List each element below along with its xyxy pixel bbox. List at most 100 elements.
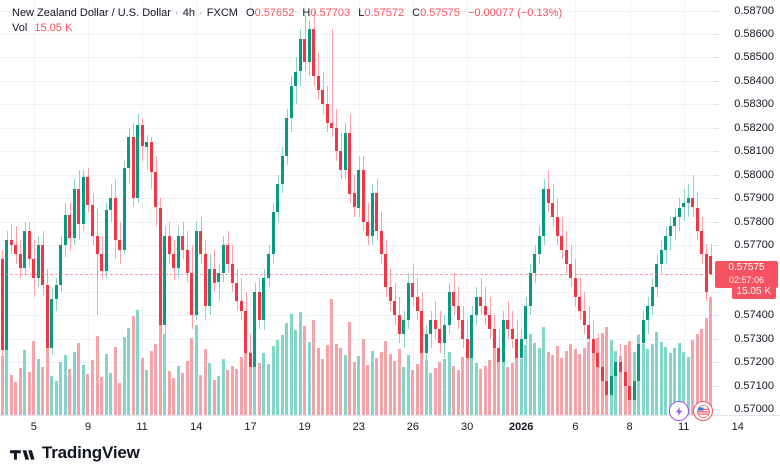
candle-body — [1, 259, 4, 351]
price-tick-label: 0.58000 — [734, 168, 774, 181]
candle-body — [637, 343, 640, 381]
candle-body — [267, 254, 270, 278]
current-price-line — [0, 274, 713, 276]
price-tick-dash — [713, 386, 719, 387]
candle-body — [547, 188, 550, 203]
lightning-bolt-icon[interactable] — [669, 401, 689, 421]
volume-bar — [127, 328, 130, 415]
candle-wick — [481, 277, 482, 316]
volume-bar — [366, 364, 369, 415]
us-flag-badge-icon[interactable] — [693, 401, 713, 421]
tradingview-brand-text: TradingView — [42, 443, 140, 462]
price-tick-dash — [713, 245, 719, 246]
volume-bar — [583, 347, 586, 415]
volume-badge: 15.05 K — [731, 284, 776, 299]
volume-bar — [136, 309, 139, 415]
gridline-horizontal — [0, 409, 713, 410]
volume-bar — [37, 358, 40, 415]
candle-body — [569, 263, 572, 278]
volume-bar — [407, 355, 410, 415]
volume-bar — [511, 362, 514, 415]
volume-bar — [73, 351, 76, 415]
candle-body — [199, 230, 202, 255]
candle-body — [614, 362, 617, 377]
time-tick-label: 8 — [626, 421, 633, 433]
candle-body — [592, 338, 595, 353]
candle-body — [303, 38, 306, 63]
volume-bar — [434, 368, 437, 415]
volume-bar — [32, 341, 35, 415]
candle-body — [195, 230, 198, 316]
time-tick-label: 14 — [731, 421, 744, 433]
volume-bar — [560, 357, 563, 415]
volume-bar — [59, 361, 62, 415]
gridline-horizontal — [0, 104, 713, 105]
price-axis[interactable]: 0.58700 0.58600 0.58500 0.58400 0.58300 0.582… — [713, 0, 780, 415]
volume-bar — [497, 356, 500, 415]
volume-bar — [335, 344, 338, 415]
volume-bar — [272, 346, 275, 415]
volume-bar — [145, 369, 148, 415]
candle-body — [276, 184, 279, 213]
candle-body — [384, 254, 387, 288]
candle-body — [479, 296, 482, 306]
time-tick-label: 6 — [572, 421, 579, 433]
volume-bar — [515, 352, 518, 415]
volume-bar — [86, 374, 89, 415]
gridline-horizontal — [0, 57, 713, 58]
candle-body — [213, 268, 216, 283]
time-tick-label: 17 — [244, 421, 257, 433]
gridline-horizontal — [0, 386, 713, 387]
time-axis[interactable]: 5 9 11 14 17 19 23 26 30 2026 6 8 11 14 — [0, 415, 780, 439]
volume-bar — [389, 353, 392, 415]
candle-body — [682, 202, 685, 208]
price-tick-label: 0.57300 — [734, 332, 774, 345]
candle-body — [294, 71, 297, 86]
candle-body — [357, 170, 360, 208]
candle-body — [646, 306, 649, 321]
volume-bar — [303, 325, 306, 415]
time-tick-label: 30 — [460, 421, 474, 433]
price-tick-dash — [713, 362, 719, 363]
gridline-horizontal — [0, 34, 713, 35]
volume-bar — [163, 334, 166, 415]
candle-body — [46, 284, 49, 349]
candle-body — [574, 277, 577, 297]
candle-body — [10, 240, 13, 245]
candle-body — [673, 216, 676, 227]
gridline-horizontal — [0, 315, 713, 316]
candle-body — [348, 132, 351, 194]
candle-body — [484, 306, 487, 316]
candle-body — [77, 188, 80, 224]
volume-bar — [132, 316, 135, 415]
volume-bar — [290, 313, 293, 415]
time-tick-label: 9 — [84, 421, 92, 433]
price-tick-dash — [713, 339, 719, 340]
price-tick-dash — [713, 34, 719, 35]
price-tick-label: 0.57400 — [734, 309, 774, 322]
gridline-horizontal — [0, 339, 713, 340]
volume-bar — [118, 382, 121, 415]
candle-body — [299, 38, 302, 72]
price-tick-label: 0.57000 — [734, 403, 774, 416]
candle-body — [186, 249, 189, 274]
candle-body — [244, 310, 247, 353]
candle-body — [556, 216, 559, 236]
candle-wick — [147, 134, 148, 170]
volume-bar — [709, 297, 712, 415]
bar-countdown-value: 02:57:06 — [728, 275, 765, 286]
candle-body — [651, 287, 654, 306]
time-tick-label: 11 — [677, 421, 690, 433]
candle-body — [50, 298, 53, 349]
volume-bar — [321, 358, 324, 415]
volume-bar — [605, 327, 608, 415]
candle-body — [168, 235, 171, 255]
candle-body — [141, 125, 144, 147]
volume-bar — [393, 360, 396, 415]
chart-plot-area[interactable] — [0, 0, 713, 415]
candle-body — [204, 254, 207, 306]
gridline-vertical — [305, 0, 306, 415]
candle-body — [493, 329, 496, 349]
candle-body — [109, 198, 112, 210]
candle-wick — [241, 277, 242, 320]
